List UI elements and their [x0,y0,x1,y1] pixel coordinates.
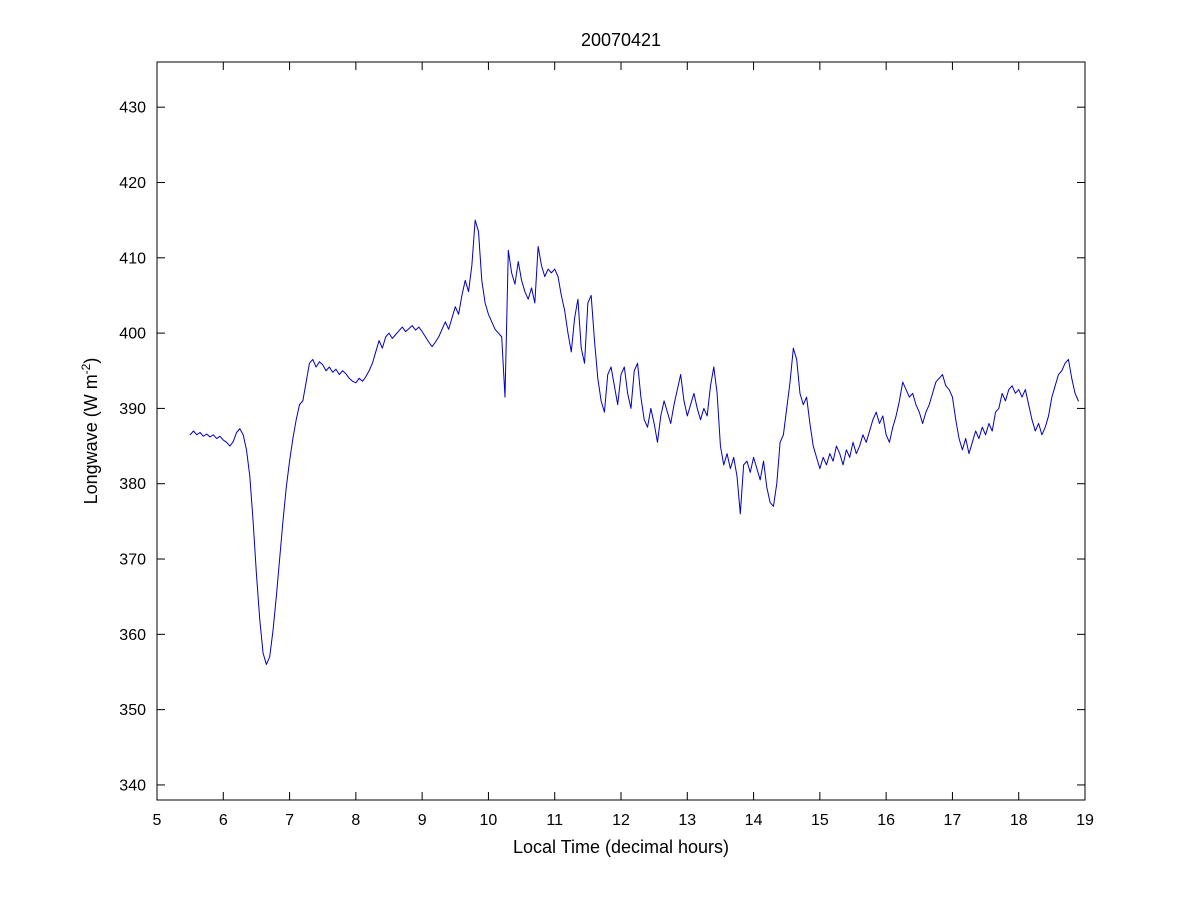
y-tick-label: 360 [119,627,146,644]
data-series [189,219,1079,665]
x-tick-label: 6 [219,812,228,829]
x-tick-label: 11 [546,812,563,829]
axis-ticks: 5 6 7 8 9 10 11 12 13 14 15 16 17 18 19 340 350 360 370 380… [119,62,1094,829]
plot-border [156,61,1086,801]
x-tick-label: 8 [351,812,360,829]
y-tick-label: 340 [119,777,146,794]
x-axis-label: Local Time (decimal hours) [513,837,729,857]
y-tick-label: 390 [119,401,146,418]
x-tick-label: 18 [1010,812,1028,829]
y-axis-label: Longwave (W m-2) [79,358,101,505]
y-tick-label: 430 [119,100,146,117]
y-axis-label-main: Longwave (W m [81,374,101,504]
x-tick-label: 15 [811,812,829,829]
x-tick-label: 14 [745,812,763,829]
y-tick-label: 410 [119,250,146,267]
x-tick-label: 17 [944,812,962,829]
x-tick-label: 13 [678,812,696,829]
x-tick-label: 9 [418,812,427,829]
x-tick-label: 16 [877,812,895,829]
y-tick-label: 350 [119,702,146,719]
x-tick-label: 7 [285,812,294,829]
y-axis-label-end: ) [81,358,101,364]
chart-title: 20070421 [581,30,661,50]
longwave-line [189,219,1079,665]
y-axis-label-superscript: -2 [79,363,93,374]
y-tick-label: 370 [119,552,146,569]
x-tick-label: 5 [153,812,162,829]
y-tick-label: 380 [119,476,146,493]
y-tick-label: 420 [119,175,146,192]
x-tick-label: 10 [480,812,498,829]
x-tick-label: 19 [1076,812,1094,829]
x-tick-label: 12 [612,812,630,829]
y-tick-label: 400 [119,326,146,343]
